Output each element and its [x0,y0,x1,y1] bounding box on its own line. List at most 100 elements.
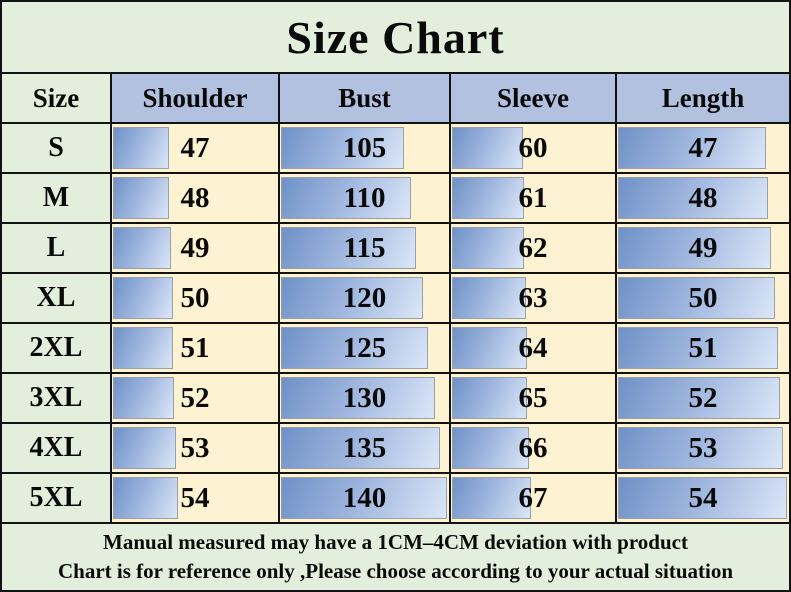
cell-value: 110 [343,181,386,214]
value-bar [281,227,417,269]
cell-value: 135 [342,431,387,464]
value-cell: 49 [112,224,280,274]
cell-value: 53 [180,431,210,464]
value-bar [281,127,405,169]
value-bar [113,177,170,219]
cell-value: 54 [180,481,210,514]
size-table: Size Shoulder Bust Sleeve Length S 47 105 60 47 M 4… [2,74,789,524]
value-cell: 53 [617,424,789,474]
value-bar [452,227,525,269]
cell-value: 115 [343,231,386,264]
value-bar [281,477,447,519]
cell-value: 140 [342,481,387,514]
value-cell: 51 [617,324,789,374]
size-label-cell: 4XL [2,424,112,474]
size-label-cell: 5XL [2,474,112,524]
value-cell: 135 [280,424,451,474]
value-cell: 130 [280,374,451,424]
value-bar [618,127,766,169]
footer-note-line1: Manual measured may have a 1CM–4CM devia… [103,530,688,554]
value-cell: 120 [280,274,451,324]
cell-value: 105 [342,131,387,164]
value-bar [452,377,528,419]
cell-value: 49 [688,231,718,264]
value-cell: 140 [280,474,451,524]
value-bar [113,377,175,419]
value-cell: 53 [112,424,280,474]
cell-value: 67 [518,481,548,514]
value-cell: 54 [617,474,789,524]
value-cell: 105 [280,124,451,174]
size-label-cell: S [2,124,112,174]
value-cell: 52 [112,374,280,424]
value-bar [618,227,772,269]
cell-value: 51 [688,331,718,364]
value-cell: 49 [617,224,789,274]
cell-value: 120 [342,281,387,314]
value-bar [618,327,778,369]
value-cell: 62 [451,224,617,274]
cell-value: 50 [688,281,718,314]
value-cell: 50 [112,274,280,324]
cell-value: 61 [518,181,548,214]
header-cell-sleeve: Sleeve [451,74,617,124]
value-cell: 63 [451,274,617,324]
cell-value: 63 [518,281,548,314]
cell-value: 60 [518,131,548,164]
cell-value: 48 [180,181,210,214]
value-bar [452,277,526,319]
size-label-cell: M [2,174,112,224]
cell-value: 48 [688,181,718,214]
value-cell: 110 [280,174,451,224]
value-bar [281,377,435,419]
value-bar [452,127,523,169]
value-bar [113,477,178,519]
value-bar [281,327,429,369]
value-cell: 65 [451,374,617,424]
value-cell: 54 [112,474,280,524]
value-bar [618,177,768,219]
size-label-cell: L [2,224,112,274]
cell-value: 47 [688,131,718,164]
value-bar [618,277,775,319]
value-bar [452,177,525,219]
value-cell: 47 [617,124,789,174]
value-bar [113,227,172,269]
size-label-cell: 3XL [2,374,112,424]
value-bar [618,377,780,419]
value-bar [452,477,531,519]
size-label-cell: 2XL [2,324,112,374]
value-cell: 125 [280,324,451,374]
value-cell: 64 [451,324,617,374]
value-cell: 51 [112,324,280,374]
value-cell: 66 [451,424,617,474]
cell-value: 125 [342,331,387,364]
value-bar [618,477,787,519]
value-cell: 61 [451,174,617,224]
value-bar [113,277,173,319]
cell-value: 66 [518,431,548,464]
value-cell: 50 [617,274,789,324]
footer-notes: Manual measured may have a 1CM–4CM devia… [2,524,789,590]
footer-note-line2: Chart is for reference only ,Please choo… [57,559,734,583]
value-cell: 60 [451,124,617,174]
value-bar [618,427,784,469]
size-label-cell: XL [2,274,112,324]
value-bar [452,427,530,469]
header-cell-length: Length [617,74,789,124]
value-bar [281,177,412,219]
page-title: Size Chart [2,2,789,74]
cell-value: 47 [180,131,210,164]
cell-value: 52 [688,381,718,414]
header-cell-bust: Bust [280,74,451,124]
value-bar [113,127,170,169]
value-cell: 48 [112,174,280,224]
cell-value: 130 [342,381,387,414]
value-cell: 47 [112,124,280,174]
cell-value: 50 [180,281,210,314]
cell-value: 64 [518,331,548,364]
cell-value: 51 [180,331,210,364]
value-bar [113,327,173,369]
value-cell: 67 [451,474,617,524]
